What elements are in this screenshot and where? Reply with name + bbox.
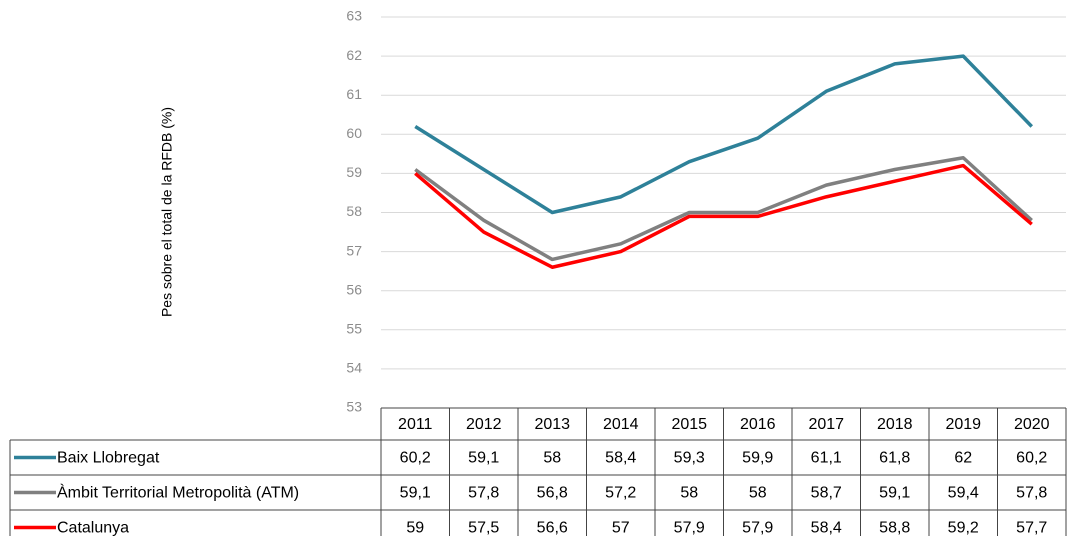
data-label: 61,8: [879, 450, 910, 467]
y-axis-title: Pes sobre el total de la RFDB (%): [159, 107, 175, 317]
y-tick-label: 57: [346, 242, 362, 258]
legend-label: Baix Llobregat: [57, 450, 160, 467]
series-line: [414, 54, 1034, 215]
data-label: 58: [543, 450, 561, 467]
data-label: 58,4: [605, 450, 636, 467]
y-tick-label: 55: [346, 321, 362, 337]
data-label: 57,5: [468, 520, 499, 536]
x-tick-label: 2019: [945, 416, 981, 433]
data-label: 62: [954, 450, 972, 467]
data-label: 59,3: [674, 450, 705, 467]
y-tick-label: 60: [346, 125, 362, 141]
data-label: 56,8: [537, 485, 568, 502]
data-label: 61,1: [811, 450, 842, 467]
x-tick-label: 2015: [671, 416, 707, 433]
data-label: 57,8: [468, 485, 499, 502]
y-tick-label: 53: [346, 399, 362, 415]
data-label: 60,2: [1016, 450, 1047, 467]
x-tick-label: 2012: [466, 416, 502, 433]
data-label: 57,2: [605, 485, 636, 502]
legend-label: Àmbit Territorial Metropolità (ATM): [57, 483, 299, 502]
x-tick-label: 2016: [740, 416, 776, 433]
data-label: 56,6: [537, 520, 568, 536]
x-tick-label: 2020: [1014, 416, 1050, 433]
y-tick-label: 63: [346, 8, 362, 24]
data-label: 58: [749, 485, 767, 502]
y-tick-label: 62: [346, 47, 362, 63]
series-line: [414, 156, 1033, 262]
y-tick-label: 58: [346, 203, 362, 219]
x-tick-label: 2018: [877, 416, 913, 433]
data-label: 59,1: [879, 485, 910, 502]
y-tick-label: 54: [346, 360, 362, 376]
data-label: 57,8: [1016, 485, 1047, 502]
y-tick-label: 59: [346, 164, 362, 180]
x-tick-label: 2013: [534, 416, 570, 433]
data-label: 57: [612, 520, 630, 536]
data-label: 58,8: [879, 520, 910, 536]
x-tick-label: 2017: [808, 416, 844, 433]
x-tick-label: 2011: [398, 416, 433, 433]
y-tick-label: 56: [346, 281, 362, 297]
legend-label: Catalunya: [57, 520, 129, 536]
y-tick-label: 61: [346, 86, 362, 102]
data-label: 58,7: [811, 485, 842, 502]
data-label: 59,4: [948, 485, 979, 502]
data-label: 58: [680, 485, 698, 502]
data-label: 60,2: [400, 450, 431, 467]
data-label: 59,2: [948, 520, 979, 536]
data-label: 58,4: [811, 520, 842, 536]
data-label: 59,1: [400, 485, 431, 502]
data-label: 59: [406, 520, 424, 536]
x-tick-label: 2014: [603, 416, 639, 433]
series-line: [414, 163, 1033, 269]
data-label: 59,9: [742, 450, 773, 467]
data-label: 57,7: [1016, 520, 1047, 536]
data-label: 57,9: [742, 520, 773, 536]
data-label: 57,9: [674, 520, 705, 536]
data-label: 59,1: [468, 450, 499, 467]
